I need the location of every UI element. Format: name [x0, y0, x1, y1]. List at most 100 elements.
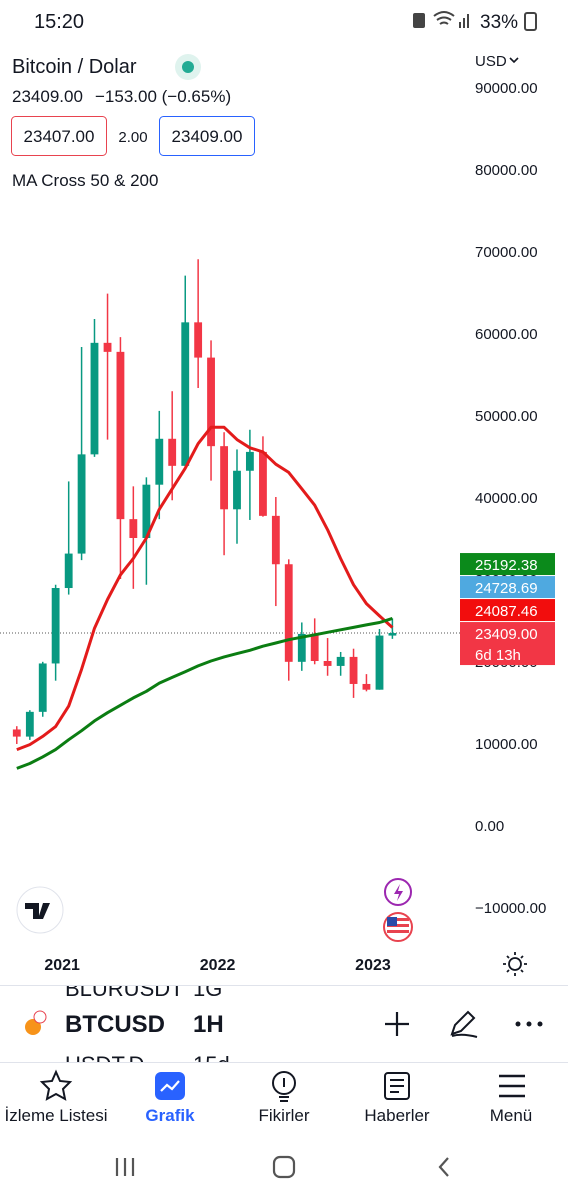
spread: 2.00: [118, 129, 147, 146]
countdown: 6d 13h: [475, 647, 521, 664]
status-battery: 33%: [480, 12, 518, 33]
candle-body: [310, 633, 319, 661]
candle-body: [233, 470, 241, 510]
currency-chevron: [509, 57, 519, 64]
plot-area: [0, 259, 460, 770]
price-tag-label: 23409.00: [475, 626, 538, 643]
tv-logo[interactable]: [16, 886, 64, 934]
add-button[interactable]: [385, 1012, 409, 1036]
candle-body: [90, 342, 99, 455]
last-price: 23409.00: [12, 87, 83, 106]
news-icon[interactable]: [384, 1072, 410, 1100]
candle-body: [103, 342, 112, 352]
candle-body: [64, 553, 73, 589]
y-tick-label: 40000.00: [475, 490, 538, 507]
price-tag-label: 24728.69: [475, 580, 538, 597]
candle-body: [323, 661, 332, 666]
ideas-glyph: [279, 1078, 289, 1102]
ma-line: [16, 616, 393, 770]
tv-logo-mark: [25, 903, 50, 919]
candle-body: [168, 438, 177, 466]
nav-label[interactable]: Menü: [490, 1106, 533, 1125]
nav-label[interactable]: Fikirler: [259, 1106, 310, 1125]
nav-label[interactable]: Grafik: [145, 1106, 195, 1125]
price-tag-label: 24087.46: [475, 603, 538, 620]
events-bolt: [394, 884, 403, 901]
market-status-dot: [182, 61, 194, 73]
x-tick-label: 2023: [355, 957, 391, 974]
symbol-title[interactable]: Bitcoin / Dolar: [12, 56, 137, 78]
price-tag: [460, 576, 555, 599]
x-tick-label: 2021: [44, 957, 80, 974]
candle-body: [388, 633, 397, 636]
candle-body: [259, 451, 267, 516]
symbol[interactable]: BTCUSD: [65, 1011, 165, 1038]
status-time: 15:20: [34, 11, 84, 33]
x-tick-label: 2022: [200, 957, 236, 974]
y-tick-label: 60000.00: [475, 326, 538, 343]
currency-selector[interactable]: USD: [475, 53, 507, 70]
recents-button[interactable]: [115, 1158, 135, 1176]
ma-line: [16, 425, 394, 752]
more-button[interactable]: [515, 1021, 543, 1027]
candle-body: [297, 633, 306, 662]
candle-body: [207, 357, 215, 447]
sell-button[interactable]: [11, 116, 107, 156]
candle-body: [336, 656, 345, 666]
ask-price[interactable]: 23409.00: [172, 127, 243, 146]
candle-body: [375, 635, 384, 690]
buy-button[interactable]: [159, 116, 255, 156]
menu-icon[interactable]: [499, 1074, 525, 1098]
candle-body: [142, 484, 151, 538]
candle-body: [12, 729, 21, 737]
btc-icon: [25, 1019, 41, 1035]
price-tag-label: 25192.38: [475, 557, 538, 574]
flag: [387, 917, 409, 933]
price-tag: [460, 622, 555, 666]
prev-symbol[interactable]: BLURUSDT: [65, 976, 184, 1001]
price-change: −153.00 (−0.65%): [95, 87, 231, 106]
status-icons: [413, 11, 469, 28]
candle-body: [194, 322, 203, 358]
nav-label[interactable]: İzleme Listesi: [5, 1106, 108, 1125]
chart[interactable]: 90000.00 80000.00 70000.00 60000.00 50000.00…: [0, 80, 555, 974]
candle-body: [25, 711, 34, 737]
candle-body: [220, 446, 229, 510]
y-tick-label: 70000.00: [475, 244, 538, 261]
y-tick-label: 80000.00: [475, 162, 538, 179]
y-tick-label: 90000.00: [475, 80, 538, 97]
price-tag: [460, 553, 555, 576]
candle-body: [362, 683, 371, 690]
candle-body: [271, 515, 280, 565]
candle-body: [155, 438, 164, 485]
candle-body: [349, 656, 358, 684]
y-tick-label: 0.00: [475, 818, 504, 835]
settings-icon[interactable]: [503, 952, 527, 976]
battery-icon: [524, 12, 537, 31]
interval[interactable]: 1H: [193, 1011, 224, 1038]
candle-body: [245, 451, 254, 471]
candle-body: [38, 663, 47, 712]
candle-body: [116, 351, 125, 520]
watchlist-icon[interactable]: [39, 1069, 73, 1101]
nav-label[interactable]: Haberler: [364, 1106, 430, 1125]
candle-body: [77, 454, 86, 554]
draw-button[interactable]: [450, 1010, 478, 1038]
indicator-label[interactable]: MA Cross 50 & 200: [12, 171, 158, 190]
price-tag: [460, 599, 555, 622]
y-tick-label: 50000.00: [475, 408, 538, 425]
next-interval[interactable]: 15d: [193, 1052, 230, 1077]
candle-body: [284, 564, 293, 662]
usd-icon: [33, 1010, 47, 1024]
chart-tab-glyph: [160, 1080, 180, 1092]
ideas-icon[interactable]: [272, 1071, 296, 1095]
candle-body: [51, 588, 60, 664]
y-tick-label: 10000.00: [475, 736, 538, 753]
home-button[interactable]: [272, 1155, 296, 1179]
next-symbol[interactable]: USDT.D: [65, 1052, 144, 1077]
prev-interval[interactable]: 1G: [193, 976, 222, 1001]
candle-body: [181, 322, 190, 466]
back-button[interactable]: [438, 1157, 449, 1177]
bid-price[interactable]: 23407.00: [24, 127, 95, 146]
